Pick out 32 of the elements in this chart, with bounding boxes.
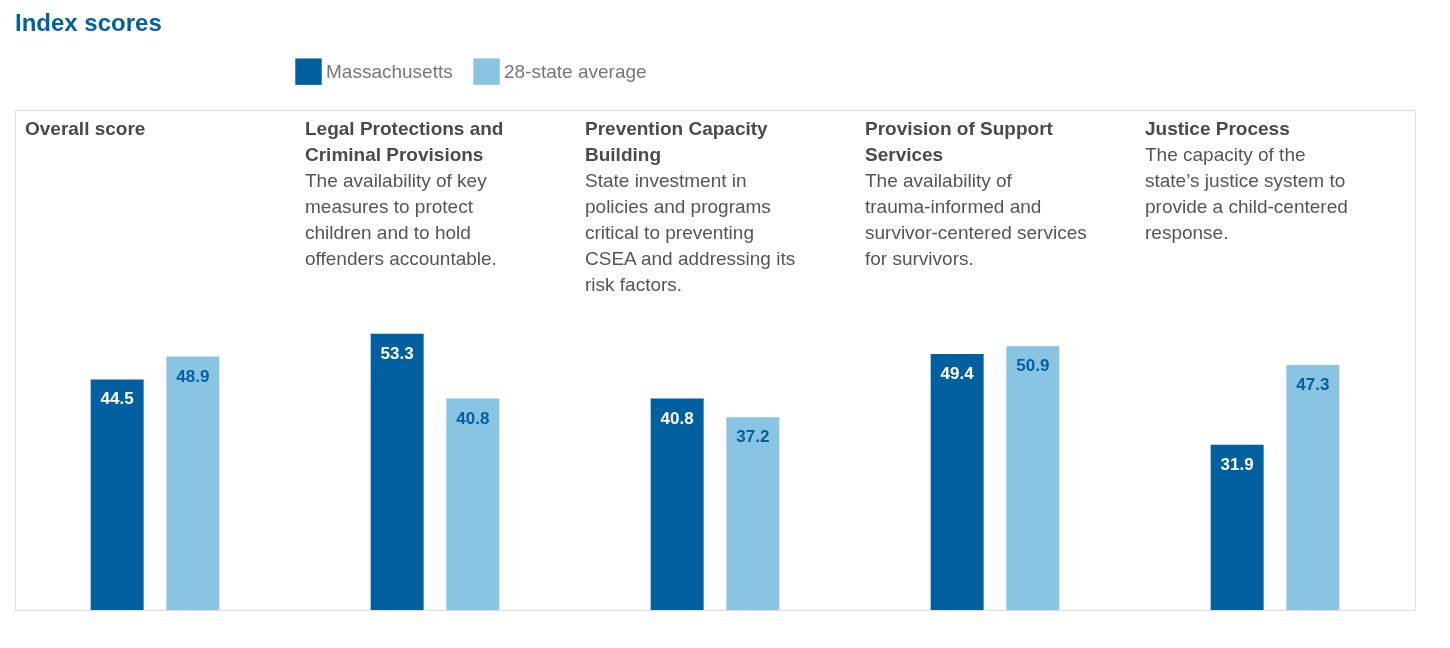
data-label: 50.9 bbox=[1016, 356, 1050, 376]
text: The capacity of the state’s justice system to provide a child-centered response. bbox=[1145, 144, 1348, 243]
bar bbox=[1210, 444, 1264, 610]
data-label: 40.8 bbox=[456, 408, 490, 428]
data-label: 37.2 bbox=[736, 427, 770, 447]
bar bbox=[930, 354, 984, 610]
bar bbox=[90, 379, 144, 610]
bar bbox=[166, 356, 220, 610]
x-tick-label: Provision of Support Services bbox=[865, 118, 1054, 165]
data-label: 48.9 bbox=[176, 366, 210, 386]
bar bbox=[446, 398, 500, 610]
x-tick-label: Justice Process bbox=[1145, 118, 1290, 139]
data-label: 31.9 bbox=[1220, 454, 1254, 474]
data-label: 44.5 bbox=[100, 389, 134, 409]
x-tick-label: Prevention Capacity Building bbox=[585, 118, 769, 165]
legend-label: 28-state average bbox=[504, 60, 647, 82]
x-tick-label: Overall score bbox=[25, 118, 146, 139]
x-tick-label: Legal Protections and Criminal Provisions bbox=[305, 118, 504, 165]
legend-label: Massachusetts bbox=[326, 60, 453, 82]
bar bbox=[726, 417, 780, 610]
bar bbox=[370, 333, 424, 610]
data-label: 53.3 bbox=[380, 343, 414, 363]
bar bbox=[650, 398, 704, 610]
text: State investment in policies and programs critical to preventing CSEA and addressing its risk factors. bbox=[585, 170, 796, 295]
data-label: 47.3 bbox=[1296, 374, 1330, 394]
bar bbox=[1006, 346, 1060, 610]
bar bbox=[1286, 364, 1340, 610]
data-label: 40.8 bbox=[660, 408, 694, 428]
text: The availability of trauma-informed and survivor-centered services for survivors. bbox=[865, 170, 1087, 269]
chart-title: Index scores bbox=[15, 9, 162, 36]
data-label: 49.4 bbox=[940, 364, 975, 384]
text: The availability of key measures to protect children and to hold offenders accountable. bbox=[305, 170, 497, 269]
